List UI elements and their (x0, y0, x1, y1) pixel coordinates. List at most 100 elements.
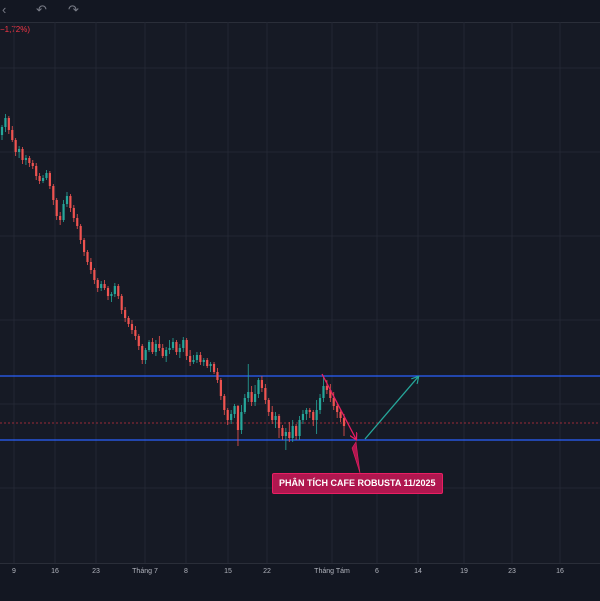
candle-24 (82, 238, 86, 256)
candle-body-97 (332, 398, 335, 406)
candle-88 (301, 410, 305, 424)
candle-body-61 (209, 364, 212, 366)
candle-body-50 (171, 342, 175, 348)
analysis-callout[interactable]: PHÂN TÍCH CAFE ROBUSTA 11/2025 (272, 473, 443, 494)
x-tick-label: 9 (12, 568, 16, 575)
x-tick-label: 23 (92, 568, 100, 575)
candle-body-34 (117, 286, 120, 296)
candle-14 (48, 171, 51, 189)
candle-body-5 (18, 149, 21, 152)
candle-body-12 (41, 178, 45, 181)
chevron-icon[interactable]: ‹ (2, 2, 7, 17)
candle-6 (21, 147, 24, 164)
x-tick-label: 19 (460, 568, 468, 575)
candle-65 (223, 394, 226, 415)
candle-body-94 (322, 386, 325, 398)
candle-body-3 (11, 130, 14, 140)
x-tick-label: 8 (184, 568, 188, 575)
candle-body-79 (271, 412, 274, 420)
candle-48 (165, 347, 168, 362)
candle-body-26 (89, 262, 93, 270)
candle-body-96 (329, 390, 332, 398)
candle-body-36 (124, 310, 127, 318)
candle-body-7 (24, 158, 28, 160)
candle-53 (182, 337, 185, 352)
candle-81 (277, 414, 281, 438)
candle-body-18 (62, 204, 65, 220)
candle-body-52 (178, 348, 181, 352)
x-tick-label: 16 (556, 568, 564, 575)
candle-56 (192, 355, 195, 364)
x-tick-label: 14 (414, 568, 422, 575)
candle-12 (41, 175, 45, 183)
candle-30 (103, 280, 106, 290)
candle-52 (178, 344, 181, 358)
redo-icon[interactable]: ↷ (68, 2, 79, 17)
arrow-layer (321, 373, 418, 474)
candle-18 (62, 200, 65, 222)
candle-4 (14, 138, 17, 156)
x-tick-label: 16 (51, 568, 59, 575)
candle-90 (308, 408, 311, 418)
candle-body-15 (52, 186, 55, 200)
candle-27 (93, 268, 96, 284)
candle-body-99 (339, 412, 342, 418)
candle-body-89 (305, 410, 308, 414)
candle-75 (257, 378, 260, 398)
candle-67 (230, 410, 233, 424)
undo-icon[interactable]: ↶ (36, 2, 47, 17)
candle-body-8 (28, 158, 31, 163)
candle-31 (106, 286, 110, 300)
candle-body-20 (69, 196, 72, 208)
candle-body-87 (298, 420, 301, 436)
candle-61 (209, 362, 212, 372)
x-tick-label: 22 (263, 568, 271, 575)
candle-body-19 (65, 196, 69, 204)
candle-49 (168, 340, 171, 354)
candle-45 (154, 340, 157, 356)
candle-51 (175, 340, 178, 355)
candle-35 (120, 294, 123, 314)
candle-body-62 (212, 364, 216, 372)
candle-body-76 (260, 380, 264, 388)
candle-57 (195, 352, 199, 363)
candle-50 (171, 338, 175, 350)
candle-body-65 (223, 396, 226, 410)
candle-66 (226, 408, 229, 425)
candle-96 (329, 384, 332, 402)
candle-3 (11, 126, 14, 142)
candle-36 (124, 307, 127, 322)
candle-body-51 (175, 342, 178, 352)
candle-39 (134, 326, 137, 340)
candle-body-41 (141, 346, 144, 360)
candle-body-42 (144, 350, 147, 360)
candle-82 (281, 425, 284, 440)
candle-19 (65, 192, 69, 207)
candle-layer (0, 114, 346, 450)
candle-69 (236, 405, 240, 446)
candle-body-56 (192, 360, 195, 362)
candle-body-46 (158, 344, 161, 348)
candle-98 (336, 404, 339, 418)
candle-68 (233, 404, 236, 418)
candle-63 (216, 368, 219, 383)
x-tick-label: 6 (375, 568, 379, 575)
x-tick-label: 23 (508, 568, 516, 575)
candle-body-11 (38, 176, 41, 181)
candle-body-14 (48, 173, 51, 186)
candle-47 (161, 344, 164, 358)
projection-up-arrow (364, 377, 418, 440)
candle-body-66 (226, 410, 229, 420)
candle-84 (288, 422, 291, 442)
candle-17 (59, 212, 62, 225)
candle-44 (151, 338, 154, 354)
candle-89 (305, 408, 308, 420)
candle-body-39 (134, 330, 137, 336)
candle-body-38 (130, 324, 134, 330)
candle-7 (24, 155, 28, 165)
candle-22 (76, 214, 79, 229)
candle-body-40 (137, 336, 140, 346)
candle-99 (339, 410, 342, 422)
x-tick-label: Tháng 7 (132, 568, 158, 575)
